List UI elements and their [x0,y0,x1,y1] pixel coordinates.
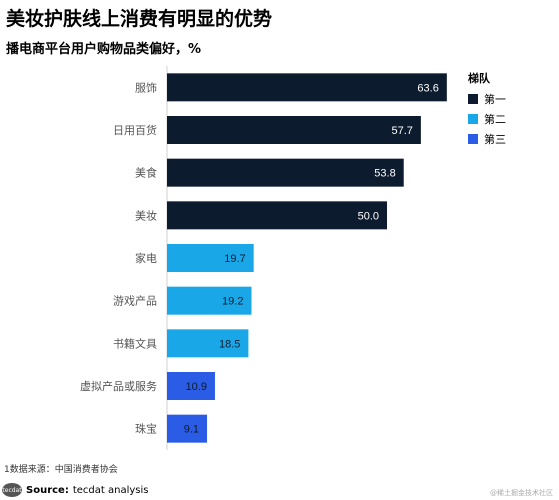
legend-swatch-tier-1 [468,94,478,104]
legend-label-tier-1: 第一 [484,93,506,106]
bar-0 [167,73,447,102]
value-label-2: 53.8 [374,168,395,180]
bar-5 [167,286,252,315]
legend: 梯队 第一 第二 第三 [468,70,506,151]
category-label-3: 美妆 [135,209,157,222]
legend-swatch-tier-2 [468,114,478,124]
footnote: 1数据来源：中国消费者协会 [4,465,118,475]
legend-label-tier-2: 第二 [484,113,506,126]
category-label-8: 珠宝 [135,422,157,436]
legend-swatch-tier-3 [468,134,478,144]
value-label-0: 63.6 [417,82,438,94]
bar-chart: 服饰 63.6 日用百货 57.7 美食 53.8 美妆 50.0 家电 19.7 游戏产品 19.2… [80,66,447,450]
category-label-4: 家电 [135,251,157,265]
category-label-6: 书籍文具 [113,336,157,350]
source-text: tecdat analysis [72,484,149,496]
tecdat-logo: tecdat [2,483,22,497]
value-label-8: 9.1 [184,424,199,436]
bar-3 [167,201,387,230]
bar-1 [167,116,421,144]
value-label-6: 18.5 [219,338,240,350]
legend-item-tier-3: 第三 [468,131,506,147]
value-label-4: 19.7 [224,253,245,265]
source-label: Source: [26,484,69,496]
watermark: @稀土掘金技术社区 [490,489,553,497]
legend-label-tier-3: 第三 [484,133,506,146]
legend-item-tier-1: 第一 [468,91,506,107]
source-row: tecdat Source: tecdat analysis [2,483,148,497]
category-label-1: 日用百货 [113,123,157,137]
category-label-2: 美食 [135,166,157,180]
bar-8 [167,414,208,443]
category-label-5: 游戏产品 [113,294,157,308]
value-label-1: 57.7 [391,125,412,137]
category-label-0: 服饰 [135,80,157,94]
bar-2 [167,158,404,187]
value-label-7: 10.9 [186,381,207,393]
bar-4 [167,244,254,272]
value-label-5: 19.2 [222,296,243,308]
category-label-7: 虚拟产品或服务 [80,379,157,393]
chart-subtitle: 播电商平台用户购物品类偏好，% [6,42,202,57]
legend-item-tier-2: 第二 [468,111,506,127]
bar-6 [167,329,249,358]
legend-title: 梯队 [468,72,490,85]
value-label-3: 50.0 [358,210,379,222]
bar-7 [167,372,215,400]
chart-title: 美妆护肤线上消费有明显的优势 [6,8,273,30]
